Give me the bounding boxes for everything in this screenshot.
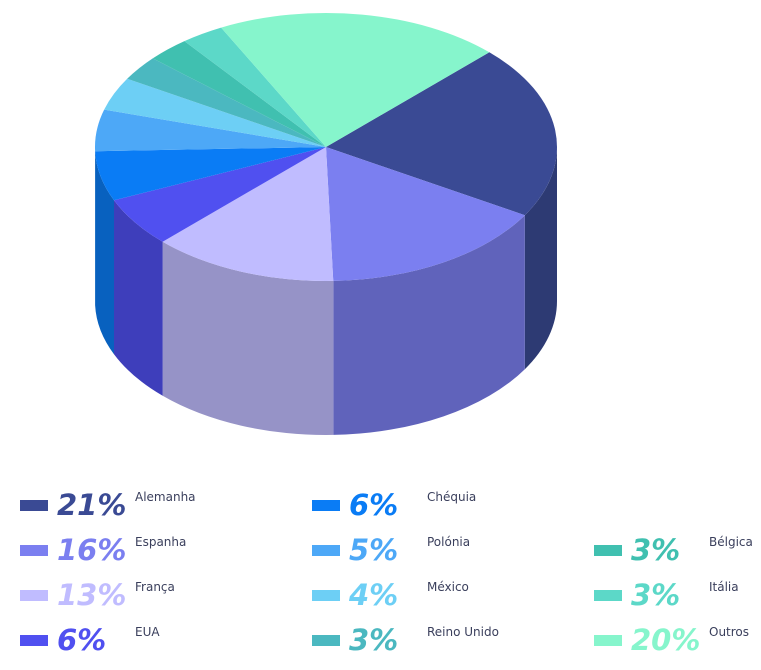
legend-value: 16% bbox=[57, 533, 126, 567]
legend: 21% Alemanha 16% Espanha 13% França 6% EUA 6% Ché… bbox=[20, 488, 753, 657]
pie-side bbox=[162, 241, 334, 435]
legend-swatch bbox=[312, 635, 340, 646]
legend-swatch bbox=[594, 635, 622, 646]
legend-value: 3% bbox=[631, 533, 680, 567]
pie-slice bbox=[127, 58, 326, 147]
legend-label: França bbox=[135, 580, 175, 594]
legend-value: 3% bbox=[349, 623, 398, 657]
pie-slice bbox=[95, 109, 326, 152]
legend-swatch bbox=[594, 545, 622, 556]
legend-value: 20% bbox=[631, 623, 700, 657]
pie-slice bbox=[221, 12, 490, 147]
legend-label: Chéquia bbox=[427, 490, 476, 504]
legend-swatch bbox=[20, 635, 48, 646]
legend-value: 6% bbox=[57, 623, 106, 657]
pie-slice bbox=[162, 147, 334, 281]
legend-label: Polónia bbox=[427, 535, 470, 549]
legend-value: 6% bbox=[349, 488, 398, 522]
legend-swatch bbox=[594, 590, 622, 601]
legend-label: Alemanha bbox=[135, 490, 196, 504]
pie-slice bbox=[184, 27, 326, 147]
legend-value: 21% bbox=[57, 488, 126, 522]
legend-label: Bélgica bbox=[709, 535, 753, 549]
pie-slice bbox=[326, 52, 557, 216]
legend-label: EUA bbox=[135, 625, 160, 639]
legend-value: 13% bbox=[57, 578, 126, 612]
legend-value: 4% bbox=[348, 578, 398, 612]
pie-slice bbox=[104, 78, 327, 147]
legend-label: México bbox=[427, 580, 469, 594]
legend-label: Espanha bbox=[135, 535, 186, 549]
legend-value: 5% bbox=[349, 533, 398, 567]
legend-swatch bbox=[20, 590, 48, 601]
legend-value: 3% bbox=[631, 578, 680, 612]
pie-slice bbox=[152, 41, 326, 147]
legend-label: Outros bbox=[709, 625, 749, 639]
pie-side bbox=[333, 215, 525, 435]
pie-side bbox=[113, 200, 163, 396]
legend-swatch bbox=[312, 500, 340, 511]
pie-side bbox=[524, 147, 557, 370]
pie-slice bbox=[113, 147, 326, 242]
pie-slice bbox=[95, 147, 326, 201]
pie-tops bbox=[95, 12, 557, 281]
pie-slice bbox=[326, 147, 525, 281]
pie-side bbox=[95, 151, 114, 355]
legend-swatch bbox=[312, 545, 340, 556]
legend-swatch bbox=[312, 590, 340, 601]
pie-sides bbox=[95, 147, 557, 435]
legend-swatch bbox=[20, 500, 48, 511]
legend-label: Reino Unido bbox=[427, 625, 499, 639]
legend-label: Itália bbox=[709, 580, 739, 594]
legend-swatch bbox=[20, 545, 48, 556]
